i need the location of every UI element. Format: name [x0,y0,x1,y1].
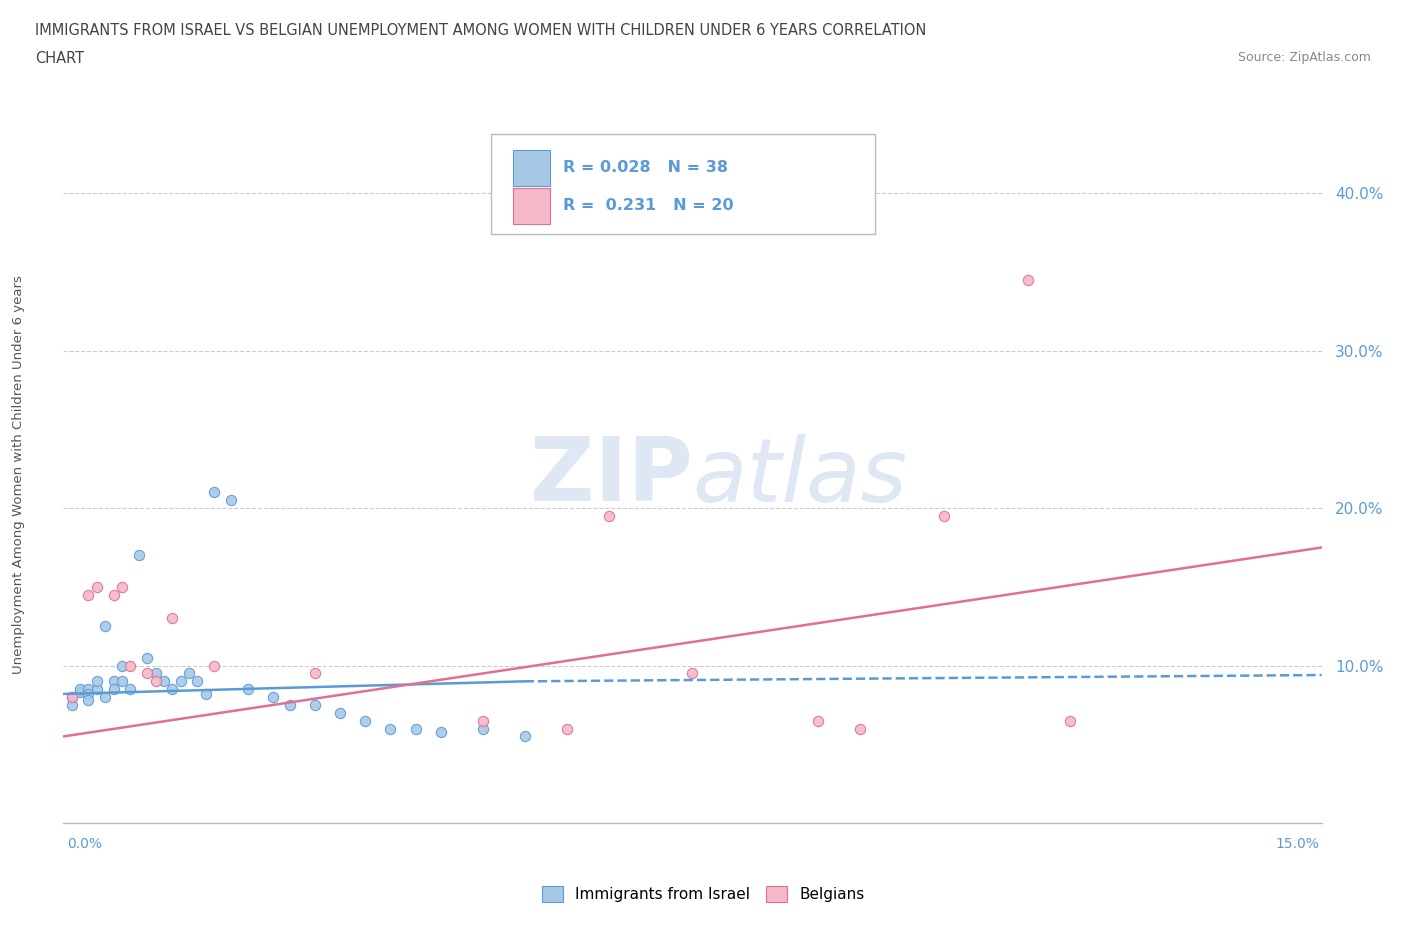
Point [179,666,201,681]
Point [513,729,536,744]
Point [1017,272,1039,287]
Point [807,713,830,728]
Point [162,682,184,697]
Point [162,611,184,626]
Text: 0.0%: 0.0% [67,837,103,851]
Point [471,713,494,728]
Point [145,666,167,681]
Point [60,690,83,705]
Point [128,548,150,563]
Point [120,658,142,673]
Point [77,682,100,697]
Point [60,690,83,705]
Text: CHART: CHART [35,51,84,66]
Point [111,674,134,689]
Point [77,686,100,701]
Point [219,493,242,508]
Point [86,682,108,697]
Text: R = 0.028   N = 38: R = 0.028 N = 38 [562,160,728,175]
Point [94,618,117,633]
Point [202,658,225,673]
Text: IMMIGRANTS FROM ISRAEL VS BELGIAN UNEMPLOYMENT AMONG WOMEN WITH CHILDREN UNDER 6: IMMIGRANTS FROM ISRAEL VS BELGIAN UNEMPL… [35,23,927,38]
Point [103,674,125,689]
Legend: Immigrants from Israel, Belgians: Immigrants from Israel, Belgians [536,880,870,909]
Text: Unemployment Among Women with Children Under 6 years: Unemployment Among Women with Children U… [11,275,25,673]
Point [1059,713,1081,728]
Text: atlas: atlas [693,433,907,520]
Point [86,579,108,594]
Point [202,485,225,499]
Point [430,724,453,739]
Point [145,674,167,689]
Point [103,587,125,602]
Point [354,713,377,728]
Point [682,666,704,681]
Point [555,721,578,736]
Text: R =  0.231   N = 20: R = 0.231 N = 20 [562,198,734,213]
Point [262,690,284,705]
Point [405,721,427,736]
Point [86,674,108,689]
Point [136,666,159,681]
Point [186,674,208,689]
Point [278,698,301,712]
Point [69,682,91,697]
Point [153,674,176,689]
Point [304,666,326,681]
Point [77,693,100,708]
Point [69,684,91,699]
Point [111,579,134,594]
Point [60,698,83,712]
Text: ZIP: ZIP [530,433,693,520]
Point [120,682,142,697]
Point [94,690,117,705]
Point [77,587,100,602]
Point [471,721,494,736]
FancyBboxPatch shape [491,134,875,234]
Point [304,698,326,712]
Point [136,650,159,665]
Text: Source: ZipAtlas.com: Source: ZipAtlas.com [1237,51,1371,64]
FancyBboxPatch shape [513,150,550,186]
Point [103,682,125,697]
Text: 15.0%: 15.0% [1275,837,1319,851]
Point [934,509,956,524]
Point [170,674,193,689]
Point [598,509,620,524]
Point [194,686,217,701]
Point [380,721,402,736]
Point [236,682,259,697]
Point [329,705,352,720]
Point [111,658,134,673]
Point [849,721,872,736]
FancyBboxPatch shape [513,188,550,224]
